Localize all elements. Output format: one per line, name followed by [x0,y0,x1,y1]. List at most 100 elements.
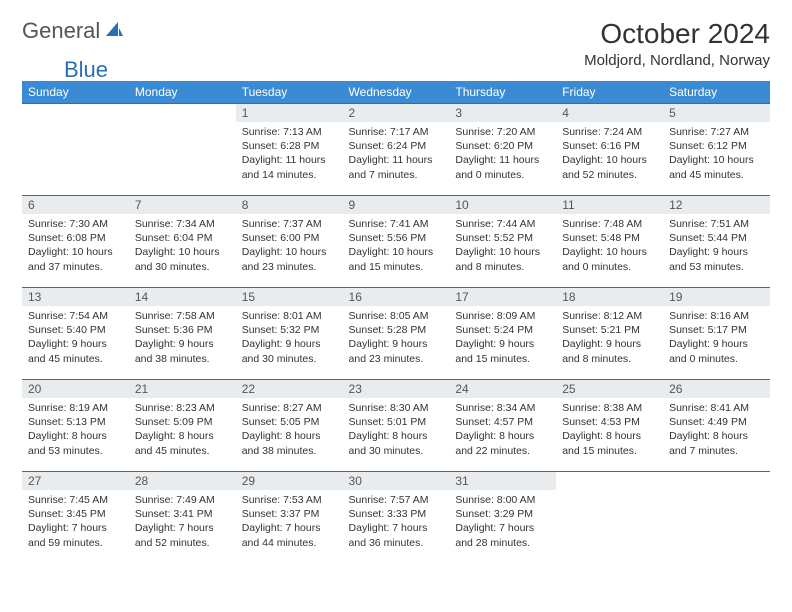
location: Moldjord, Nordland, Norway [584,52,770,69]
calendar-day-cell: 2Sunrise: 7:17 AMSunset: 6:24 PMDaylight… [343,104,450,196]
weekday-header: Thursday [449,81,556,104]
calendar-day-cell: 26Sunrise: 8:41 AMSunset: 4:49 PMDayligh… [663,380,770,472]
day-details: Sunrise: 7:57 AMSunset: 3:33 PMDaylight:… [343,490,450,554]
calendar-day-cell: 14Sunrise: 7:58 AMSunset: 5:36 PMDayligh… [129,288,236,380]
day-details: Sunrise: 7:34 AMSunset: 6:04 PMDaylight:… [129,214,236,278]
logo-text-blue: Blue [64,57,108,83]
weekday-header: Saturday [663,81,770,104]
calendar-week-row: 1Sunrise: 7:13 AMSunset: 6:28 PMDaylight… [22,104,770,196]
calendar-day-cell: 8Sunrise: 7:37 AMSunset: 6:00 PMDaylight… [236,196,343,288]
calendar-header-row: SundayMondayTuesdayWednesdayThursdayFrid… [22,81,770,104]
weekday-header: Wednesday [343,81,450,104]
day-number: 14 [129,288,236,306]
day-details: Sunrise: 7:27 AMSunset: 6:12 PMDaylight:… [663,122,770,186]
header: General October 2024 Moldjord, Nordland,… [22,18,770,69]
logo-text-general: General [22,18,100,44]
calendar-day-cell: 21Sunrise: 8:23 AMSunset: 5:09 PMDayligh… [129,380,236,472]
calendar-table: SundayMondayTuesdayWednesdayThursdayFrid… [22,81,770,564]
day-number: 30 [343,472,450,490]
calendar-day-cell: 31Sunrise: 8:00 AMSunset: 3:29 PMDayligh… [449,472,556,564]
day-details: Sunrise: 7:24 AMSunset: 6:16 PMDaylight:… [556,122,663,186]
day-details: Sunrise: 7:49 AMSunset: 3:41 PMDaylight:… [129,490,236,554]
day-number: 31 [449,472,556,490]
day-number: 27 [22,472,129,490]
day-number: 29 [236,472,343,490]
day-number: 4 [556,104,663,122]
calendar-empty-cell [22,104,129,196]
calendar-day-cell: 12Sunrise: 7:51 AMSunset: 5:44 PMDayligh… [663,196,770,288]
day-number: 15 [236,288,343,306]
day-details: Sunrise: 8:12 AMSunset: 5:21 PMDaylight:… [556,306,663,370]
day-number: 20 [22,380,129,398]
day-number: 18 [556,288,663,306]
calendar-day-cell: 18Sunrise: 8:12 AMSunset: 5:21 PMDayligh… [556,288,663,380]
day-number: 7 [129,196,236,214]
day-details: Sunrise: 7:44 AMSunset: 5:52 PMDaylight:… [449,214,556,278]
day-number: 6 [22,196,129,214]
calendar-day-cell: 15Sunrise: 8:01 AMSunset: 5:32 PMDayligh… [236,288,343,380]
day-details: Sunrise: 7:17 AMSunset: 6:24 PMDaylight:… [343,122,450,186]
calendar-day-cell: 6Sunrise: 7:30 AMSunset: 6:08 PMDaylight… [22,196,129,288]
day-details: Sunrise: 8:27 AMSunset: 5:05 PMDaylight:… [236,398,343,462]
day-number: 21 [129,380,236,398]
day-number: 11 [556,196,663,214]
calendar-week-row: 27Sunrise: 7:45 AMSunset: 3:45 PMDayligh… [22,472,770,564]
calendar-empty-cell [663,472,770,564]
day-details: Sunrise: 8:38 AMSunset: 4:53 PMDaylight:… [556,398,663,462]
day-details: Sunrise: 8:23 AMSunset: 5:09 PMDaylight:… [129,398,236,462]
day-number: 28 [129,472,236,490]
day-number: 1 [236,104,343,122]
day-number: 2 [343,104,450,122]
calendar-day-cell: 1Sunrise: 7:13 AMSunset: 6:28 PMDaylight… [236,104,343,196]
day-number: 24 [449,380,556,398]
calendar-day-cell: 9Sunrise: 7:41 AMSunset: 5:56 PMDaylight… [343,196,450,288]
day-details: Sunrise: 8:41 AMSunset: 4:49 PMDaylight:… [663,398,770,462]
day-number: 10 [449,196,556,214]
day-details: Sunrise: 7:37 AMSunset: 6:00 PMDaylight:… [236,214,343,278]
day-details: Sunrise: 7:30 AMSunset: 6:08 PMDaylight:… [22,214,129,278]
day-details: Sunrise: 8:34 AMSunset: 4:57 PMDaylight:… [449,398,556,462]
day-details: Sunrise: 7:48 AMSunset: 5:48 PMDaylight:… [556,214,663,278]
calendar-day-cell: 17Sunrise: 8:09 AMSunset: 5:24 PMDayligh… [449,288,556,380]
day-number: 12 [663,196,770,214]
calendar-day-cell: 11Sunrise: 7:48 AMSunset: 5:48 PMDayligh… [556,196,663,288]
day-details: Sunrise: 8:00 AMSunset: 3:29 PMDaylight:… [449,490,556,554]
day-number: 13 [22,288,129,306]
day-details: Sunrise: 7:51 AMSunset: 5:44 PMDaylight:… [663,214,770,278]
day-number: 19 [663,288,770,306]
day-details: Sunrise: 8:16 AMSunset: 5:17 PMDaylight:… [663,306,770,370]
calendar-week-row: 6Sunrise: 7:30 AMSunset: 6:08 PMDaylight… [22,196,770,288]
day-details: Sunrise: 8:19 AMSunset: 5:13 PMDaylight:… [22,398,129,462]
calendar-day-cell: 20Sunrise: 8:19 AMSunset: 5:13 PMDayligh… [22,380,129,472]
day-details: Sunrise: 7:20 AMSunset: 6:20 PMDaylight:… [449,122,556,186]
logo-sail-icon [104,20,124,43]
day-number: 3 [449,104,556,122]
calendar-week-row: 20Sunrise: 8:19 AMSunset: 5:13 PMDayligh… [22,380,770,472]
day-number: 9 [343,196,450,214]
day-details: Sunrise: 8:05 AMSunset: 5:28 PMDaylight:… [343,306,450,370]
day-number: 23 [343,380,450,398]
day-details: Sunrise: 7:53 AMSunset: 3:37 PMDaylight:… [236,490,343,554]
calendar-day-cell: 30Sunrise: 7:57 AMSunset: 3:33 PMDayligh… [343,472,450,564]
calendar-week-row: 13Sunrise: 7:54 AMSunset: 5:40 PMDayligh… [22,288,770,380]
day-details: Sunrise: 8:09 AMSunset: 5:24 PMDaylight:… [449,306,556,370]
title-block: October 2024 Moldjord, Nordland, Norway [584,18,770,69]
calendar-day-cell: 29Sunrise: 7:53 AMSunset: 3:37 PMDayligh… [236,472,343,564]
day-details: Sunrise: 7:45 AMSunset: 3:45 PMDaylight:… [22,490,129,554]
calendar-day-cell: 28Sunrise: 7:49 AMSunset: 3:41 PMDayligh… [129,472,236,564]
day-details: Sunrise: 8:01 AMSunset: 5:32 PMDaylight:… [236,306,343,370]
logo: General [22,18,126,44]
calendar-day-cell: 4Sunrise: 7:24 AMSunset: 6:16 PMDaylight… [556,104,663,196]
calendar-day-cell: 24Sunrise: 8:34 AMSunset: 4:57 PMDayligh… [449,380,556,472]
calendar-empty-cell [556,472,663,564]
day-number: 22 [236,380,343,398]
day-number: 26 [663,380,770,398]
day-number: 5 [663,104,770,122]
calendar-day-cell: 3Sunrise: 7:20 AMSunset: 6:20 PMDaylight… [449,104,556,196]
weekday-header: Friday [556,81,663,104]
calendar-day-cell: 25Sunrise: 8:38 AMSunset: 4:53 PMDayligh… [556,380,663,472]
calendar-day-cell: 5Sunrise: 7:27 AMSunset: 6:12 PMDaylight… [663,104,770,196]
calendar-day-cell: 16Sunrise: 8:05 AMSunset: 5:28 PMDayligh… [343,288,450,380]
day-details: Sunrise: 7:54 AMSunset: 5:40 PMDaylight:… [22,306,129,370]
day-details: Sunrise: 7:41 AMSunset: 5:56 PMDaylight:… [343,214,450,278]
